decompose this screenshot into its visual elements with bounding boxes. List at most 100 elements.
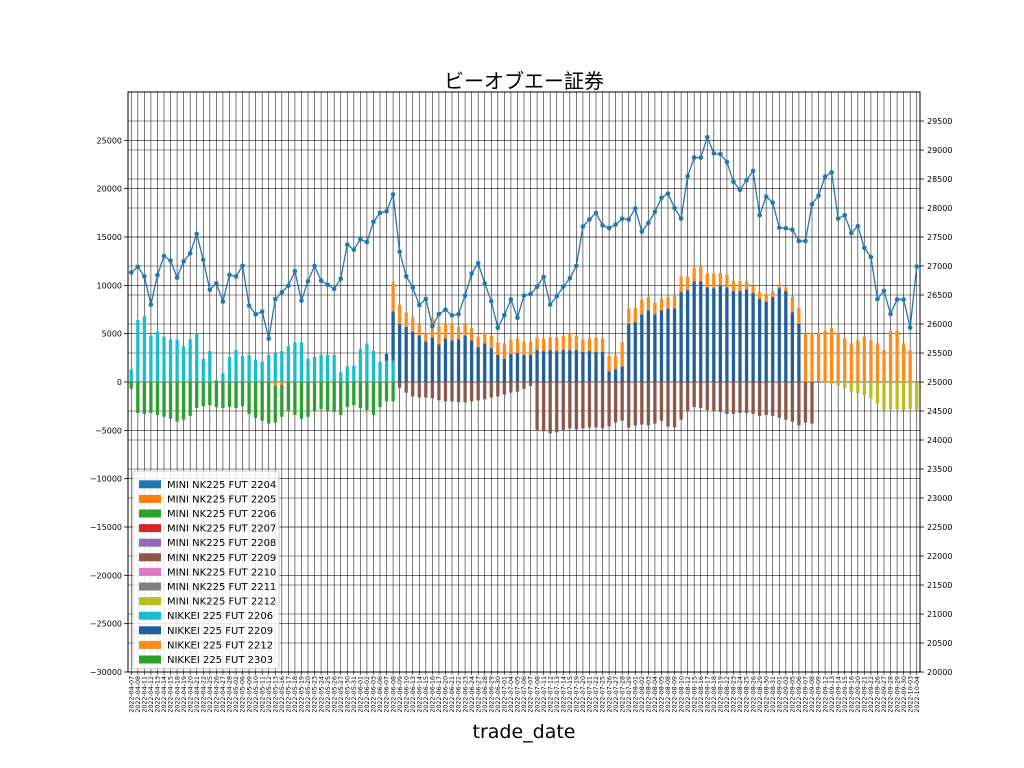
bar-mini-nk225-fut-2209: [496, 382, 500, 397]
x-tick-label: 2022-07-15: [567, 676, 574, 713]
bar-nikkei-225-fut-2206: [142, 316, 146, 382]
x-tick-label: 2022-10-04: [914, 676, 921, 713]
x-tick-label: 2022-09-27: [881, 676, 888, 713]
bar-nikkei-225-fut-2209: [731, 291, 736, 382]
bar-nikkei-225-fut-2209: [620, 366, 624, 382]
bar-mini-nk225-fut-2212: [895, 382, 899, 410]
bar-mini-nk225-fut-2206: [371, 382, 376, 415]
bar-mini-nk225-fut-2209: [424, 382, 428, 398]
line-point: [272, 296, 278, 302]
bar-nikkei-225-fut-2209: [666, 308, 670, 382]
legend-swatch: [139, 597, 161, 606]
line-point: [181, 259, 186, 264]
line-point: [547, 302, 553, 307]
line-point: [148, 302, 154, 307]
line-point: [266, 336, 272, 341]
bar-mini-nk225-fut-2206: [247, 382, 251, 414]
bar-nikkei-225-fut-2206: [168, 339, 173, 382]
x-tick-label: 2022-05-19: [299, 676, 306, 713]
bar-nikkei-225-fut-2209: [679, 292, 683, 382]
x-tick-label: 2022-05-27: [338, 676, 345, 713]
bar-nikkei-225-fut-2212: [758, 292, 762, 299]
line-point: [430, 323, 435, 329]
line-point: [606, 225, 612, 231]
x-tick-label: 2022-05-10: [253, 676, 260, 713]
legend-label: NIKKEI 225 FUT 2209: [167, 626, 273, 637]
bar-nikkei-225-fut-2209: [574, 350, 578, 382]
line-point: [488, 298, 494, 304]
line-point: [888, 311, 893, 317]
bar-mini-nk225-fut-2206: [358, 382, 362, 409]
bar-nikkei-225-fut-2212: [450, 324, 454, 341]
line-point: [907, 325, 913, 330]
y2-tick-label: 28500: [927, 175, 952, 184]
bars: [129, 266, 919, 434]
bar-mini-nk225-fut-2209: [398, 382, 402, 388]
x-tick-label: 2022-07-11: [541, 676, 548, 713]
line-point: [881, 288, 887, 294]
bar-nikkei-225-fut-2206: [339, 372, 343, 382]
bar-nikkei-225-fut-2212: [908, 350, 912, 382]
x-tick-label: 2022-05-24: [318, 676, 325, 713]
line-point: [862, 245, 867, 251]
bar-mini-nk225-fut-2206: [286, 382, 290, 411]
x-tick-label: 2022-06-10: [403, 676, 410, 713]
bar-nikkei-225-fut-2209: [391, 311, 395, 361]
line-point: [377, 210, 383, 216]
bar-nikkei-225-fut-2212: [686, 276, 690, 291]
bar-mini-nk225-fut-2205: [280, 382, 284, 385]
line-point: [292, 268, 298, 274]
bar-mini-nk225-fut-2206: [293, 382, 297, 415]
bar-nikkei-225-fut-2212: [437, 325, 441, 345]
line-point: [711, 151, 717, 156]
line-point: [194, 231, 200, 237]
x-tick-label: 2022-09-29: [894, 676, 901, 713]
x-tick-label: 2022-07-06: [521, 676, 528, 713]
bar-mini-nk225-fut-2209: [404, 382, 408, 393]
line-point: [842, 212, 848, 218]
line-point: [456, 311, 461, 317]
bar-mini-nk225-fut-2206: [365, 382, 369, 411]
x-tick-label: 2022-04-11: [142, 676, 149, 713]
x-tick-label: 2022-09-14: [835, 676, 842, 713]
x-tick-label: 2022-06-17: [436, 676, 443, 713]
bar-nikkei-225-fut-2212: [620, 342, 624, 367]
bar-mini-nk225-fut-2209: [528, 382, 533, 386]
x-tick-label: 2022-08-18: [711, 676, 718, 713]
x-tick-label: 2022-06-30: [495, 676, 502, 713]
line-point: [286, 283, 291, 289]
line-point: [325, 282, 330, 288]
bar-mini-nk225-fut-2209: [587, 382, 592, 428]
bar-nikkei-225-fut-2209: [522, 354, 526, 382]
line-point: [462, 293, 468, 298]
bar-mini-nk225-fut-2209: [443, 382, 448, 402]
bar-mini-nk225-fut-2209: [542, 382, 546, 432]
line-point: [338, 276, 344, 282]
legend-swatch: [139, 611, 161, 620]
bar-nikkei-225-fut-2209: [535, 350, 539, 382]
x-tick-label: 2022-09-20: [855, 676, 862, 713]
y-tick-label: 5000: [102, 330, 122, 339]
x-tick-label: 2022-06-16: [430, 676, 437, 713]
x-tick-label: 2022-07-25: [600, 676, 607, 713]
bar-nikkei-225-fut-2206: [155, 331, 160, 382]
bar-mini-nk225-fut-2206: [208, 382, 212, 406]
y2-tick-label: 22500: [927, 523, 952, 532]
bar-nikkei-225-fut-2209: [555, 351, 559, 382]
line-point: [744, 177, 749, 183]
x-tick-label: 2022-07-13: [554, 676, 561, 713]
line-point: [790, 227, 795, 232]
x-tick-label: 2022-05-20: [305, 676, 312, 713]
bar-nikkei-225-fut-2209: [738, 291, 742, 382]
x-tick-label: 2022-08-26: [750, 676, 757, 713]
bar-mini-nk225-fut-2209: [640, 382, 644, 425]
y2-tick-label: 29000: [927, 146, 952, 155]
x-tick-label: 2022-09-05: [790, 676, 797, 713]
bar-nikkei-225-fut-2209: [653, 314, 657, 382]
bar-nikkei-225-fut-2209: [705, 287, 709, 382]
bar-nikkei-225-fut-2212: [725, 274, 729, 288]
x-tick-label: 2022-04-22: [200, 676, 207, 713]
bar-nikkei-225-fut-2209: [790, 312, 794, 382]
legend-swatch: [139, 553, 161, 562]
